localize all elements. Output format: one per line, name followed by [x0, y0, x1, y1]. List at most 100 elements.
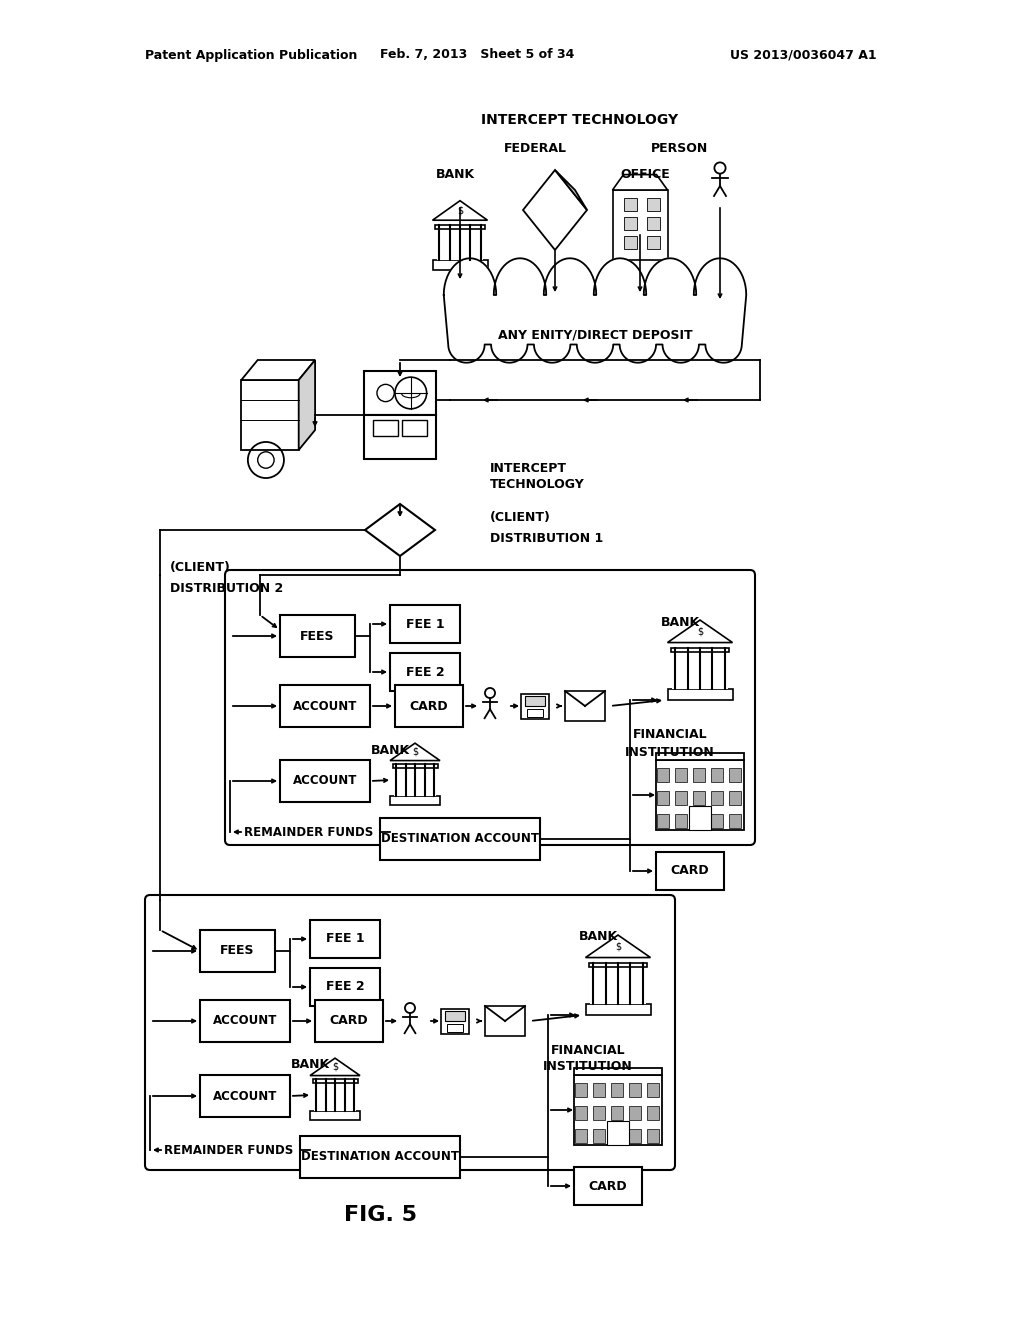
Polygon shape [586, 935, 650, 957]
Polygon shape [668, 620, 732, 643]
Bar [586, 1003, 650, 1015]
FancyBboxPatch shape [225, 570, 755, 845]
Bar [525, 696, 545, 706]
Bar [315, 1001, 383, 1041]
Polygon shape [612, 174, 668, 190]
Bar [446, 1023, 464, 1032]
Text: BANK: BANK [291, 1059, 330, 1072]
Bar [574, 1068, 662, 1074]
Bar [656, 768, 670, 783]
Bar [729, 768, 741, 783]
Bar [200, 1074, 290, 1117]
Bar [485, 1006, 525, 1036]
Bar [312, 1080, 357, 1084]
Bar [310, 1111, 360, 1119]
Text: BANK: BANK [579, 931, 617, 944]
Text: BANK: BANK [371, 743, 410, 756]
Bar [574, 1129, 587, 1143]
Text: CARD: CARD [589, 1180, 628, 1192]
Text: $: $ [457, 206, 463, 215]
Bar [565, 690, 605, 721]
Bar [656, 760, 744, 830]
Text: FINANCIAL: FINANCIAL [633, 729, 708, 742]
Polygon shape [365, 504, 435, 556]
Text: INSTITUTION: INSTITUTION [625, 746, 715, 759]
Bar [574, 1167, 642, 1205]
Bar [242, 380, 299, 450]
Text: $: $ [332, 1061, 338, 1072]
Text: ACCOUNT: ACCOUNT [293, 775, 357, 788]
Bar [593, 1084, 605, 1097]
Text: (CLIENT): (CLIENT) [170, 561, 230, 574]
Bar [380, 818, 540, 861]
Text: FEES: FEES [300, 630, 334, 643]
Bar [280, 685, 370, 727]
Bar [711, 814, 723, 828]
Bar [729, 791, 741, 805]
Bar [591, 962, 645, 1003]
Bar [300, 1137, 460, 1177]
Bar [392, 764, 437, 768]
Bar [693, 791, 706, 805]
Bar [310, 920, 380, 958]
Text: US 2013/0036047 A1: US 2013/0036047 A1 [730, 49, 877, 62]
Bar [441, 1008, 469, 1034]
Text: FINANCIAL: FINANCIAL [551, 1044, 626, 1056]
Bar [646, 236, 660, 248]
Text: DESTINATION ACCOUNT: DESTINATION ACCOUNT [301, 1151, 459, 1163]
Text: CARD: CARD [410, 700, 449, 713]
Text: BANK: BANK [435, 169, 474, 181]
Bar [526, 709, 544, 717]
Bar [611, 1106, 624, 1121]
Bar [656, 851, 724, 890]
Text: $: $ [615, 941, 622, 952]
Text: FEDERAL: FEDERAL [504, 141, 566, 154]
Bar [711, 768, 723, 783]
Text: CARD: CARD [330, 1015, 369, 1027]
Polygon shape [555, 170, 587, 210]
Text: OFFICE: OFFICE [621, 168, 670, 181]
Text: FEE 1: FEE 1 [406, 618, 444, 631]
Bar [647, 1106, 659, 1121]
Text: DISTRIBUTION 2: DISTRIBUTION 2 [170, 582, 284, 594]
Bar [629, 1106, 641, 1121]
Bar [364, 414, 436, 459]
Text: REMAINDER FUNDS: REMAINDER FUNDS [244, 825, 374, 838]
Bar [521, 694, 549, 719]
Bar [589, 962, 647, 968]
Text: Feb. 7, 2013   Sheet 5 of 34: Feb. 7, 2013 Sheet 5 of 34 [380, 49, 574, 62]
FancyBboxPatch shape [145, 895, 675, 1170]
Text: FEES: FEES [220, 945, 254, 957]
Bar [611, 1084, 624, 1097]
Bar [574, 1084, 587, 1097]
Bar [611, 1129, 624, 1143]
Bar [593, 1129, 605, 1143]
Bar [675, 791, 687, 805]
Text: INSTITUTION: INSTITUTION [543, 1060, 633, 1073]
Bar [394, 764, 436, 796]
Text: FEE 2: FEE 2 [326, 981, 365, 994]
Text: PERSON: PERSON [651, 141, 709, 154]
Text: (CLIENT): (CLIENT) [490, 511, 551, 524]
Polygon shape [390, 743, 440, 760]
Polygon shape [432, 201, 487, 220]
Text: CARD: CARD [671, 865, 710, 878]
Polygon shape [299, 360, 315, 450]
Text: TECHNOLOGY: TECHNOLOGY [490, 479, 585, 491]
Bar [445, 1011, 465, 1022]
Bar [432, 260, 487, 271]
Bar [402, 420, 427, 436]
Text: REMAINDER FUNDS: REMAINDER FUNDS [164, 1143, 293, 1156]
Bar [624, 236, 637, 248]
Bar [310, 968, 380, 1006]
Bar [711, 791, 723, 805]
Bar [200, 931, 275, 972]
Polygon shape [443, 259, 746, 363]
Bar [729, 814, 741, 828]
Bar [629, 1129, 641, 1143]
Text: INTERCEPT TECHNOLOGY: INTERCEPT TECHNOLOGY [481, 114, 679, 127]
Text: ANY ENITY/DIRECT DEPOSIT: ANY ENITY/DIRECT DEPOSIT [498, 329, 692, 342]
Bar [280, 615, 355, 657]
Bar [689, 805, 711, 830]
Bar [668, 689, 732, 700]
